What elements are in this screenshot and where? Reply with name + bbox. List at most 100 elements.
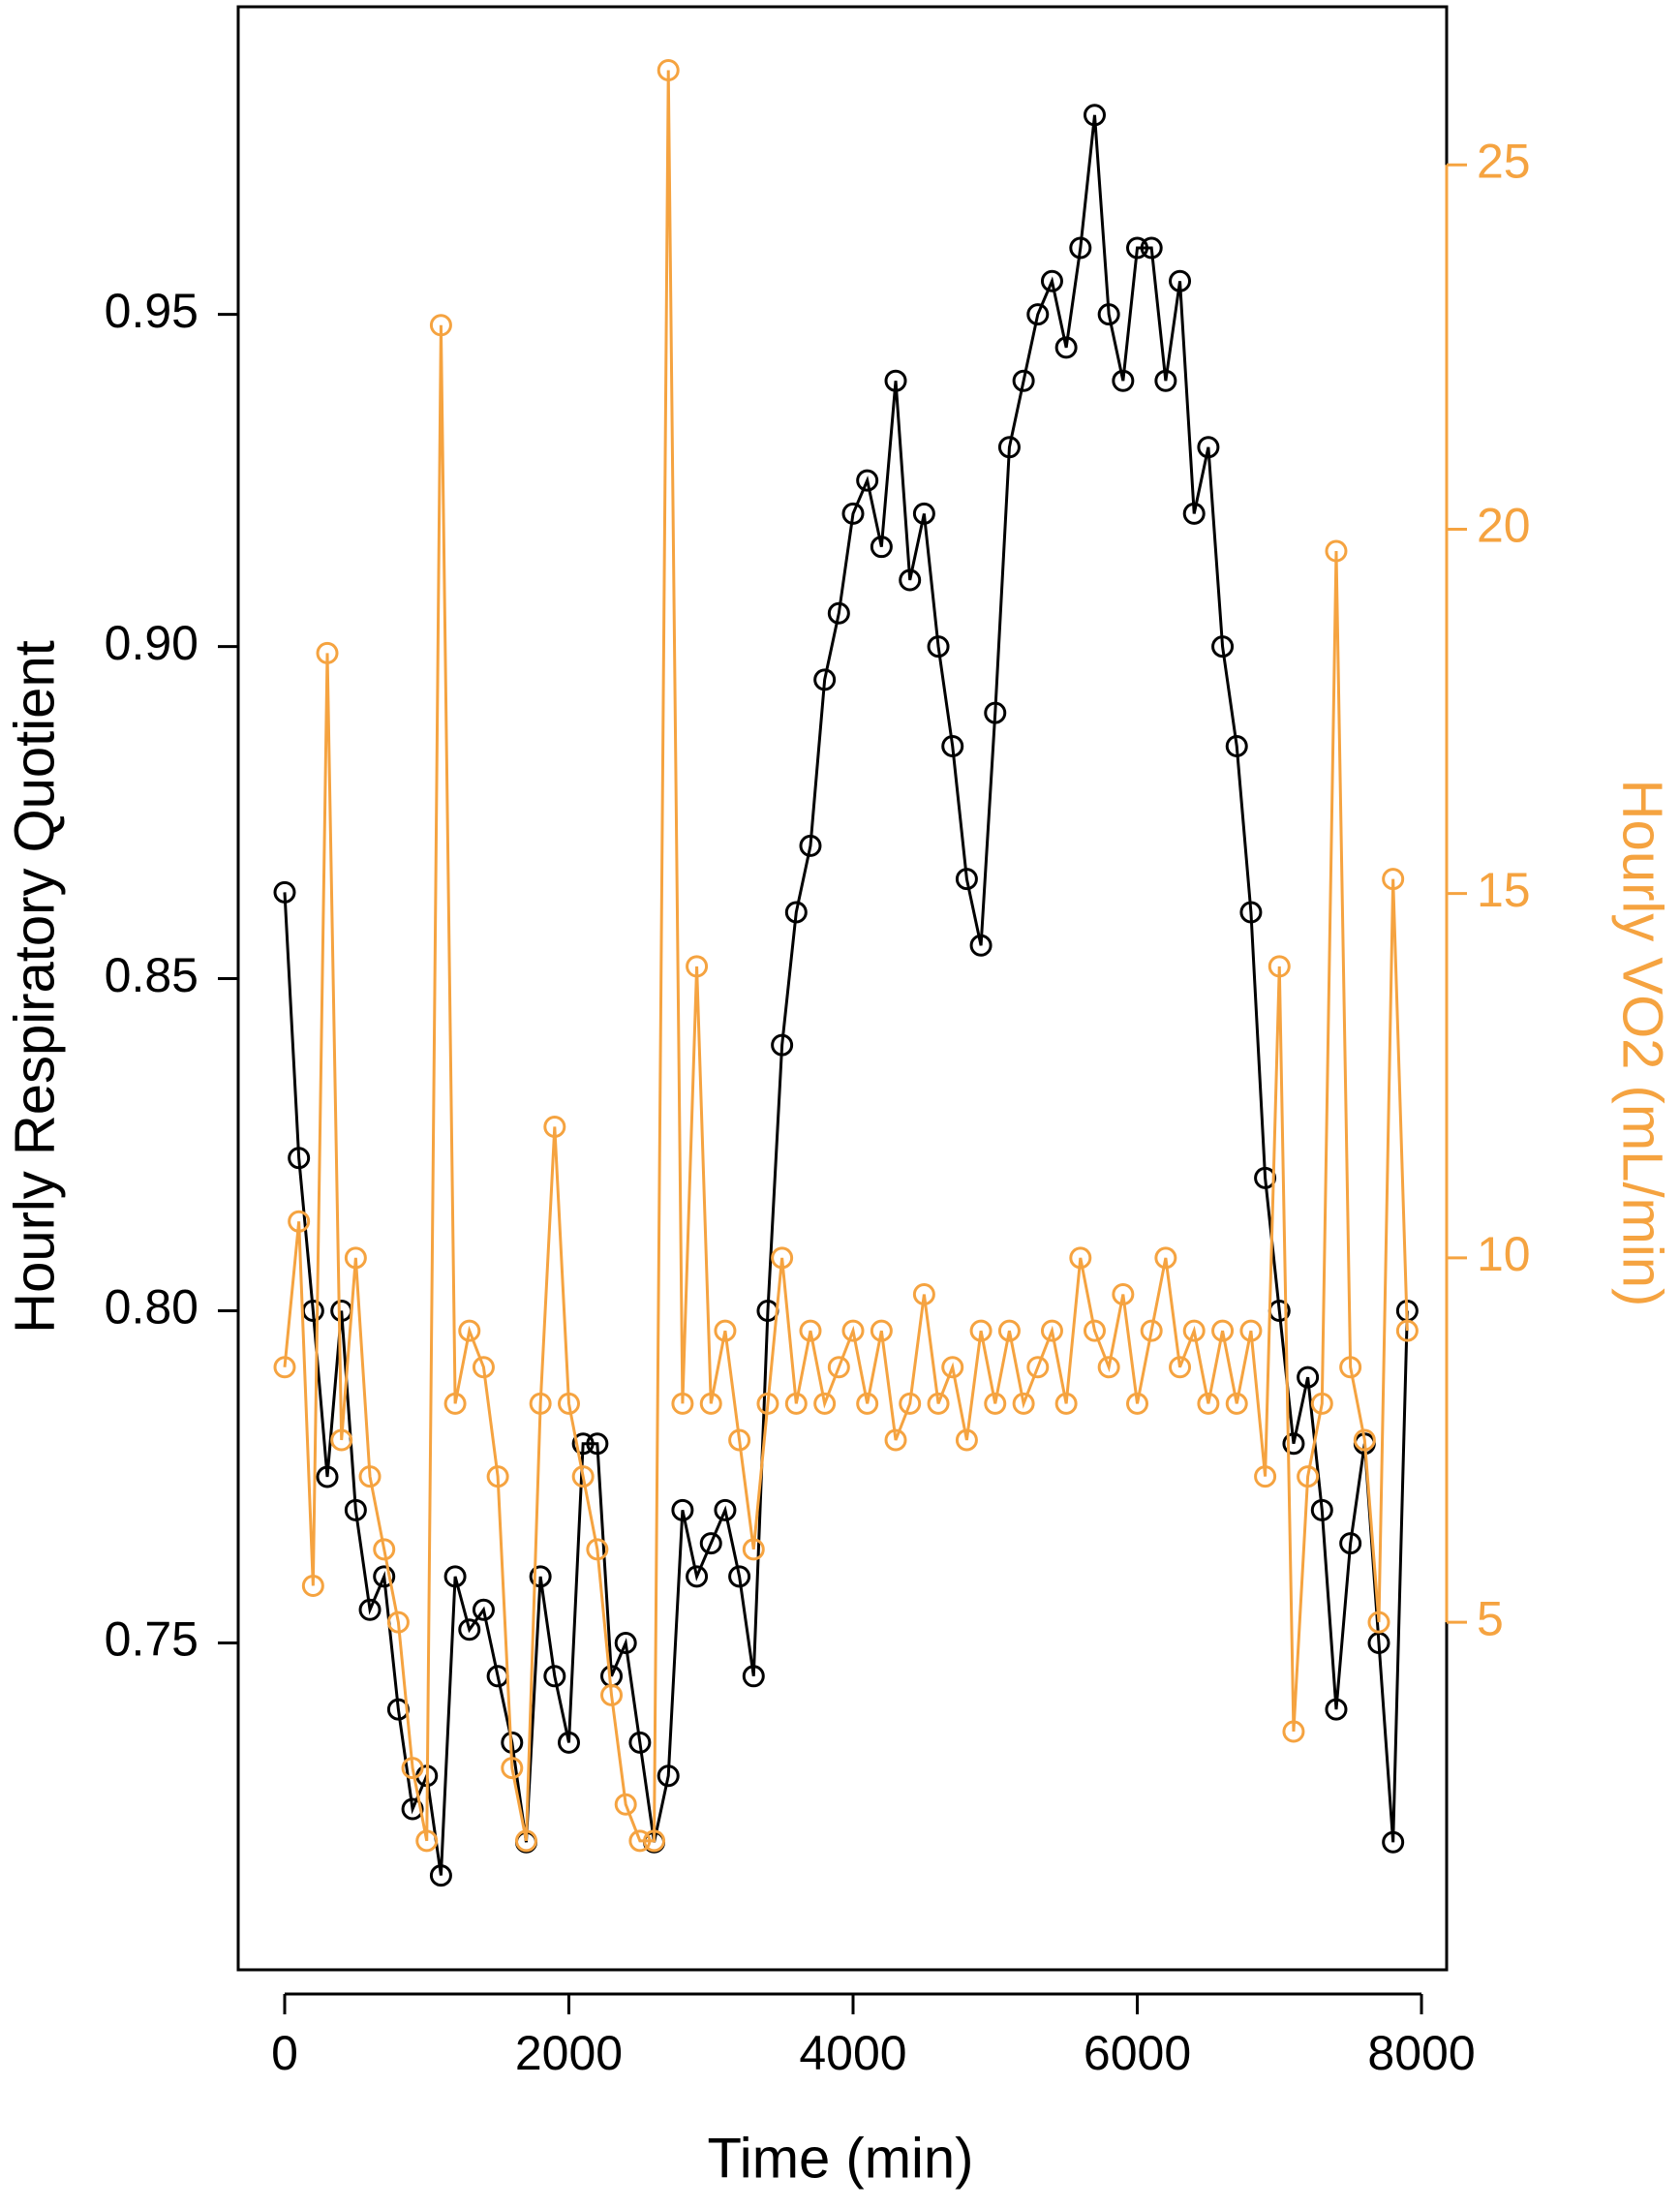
data-point [714,1498,737,1521]
data-point [1182,502,1206,525]
y2-tick-label: 25 [1477,134,1531,188]
data-point [799,834,822,857]
data-point [1012,1392,1035,1415]
data-point [799,1319,822,1342]
data-point [358,1465,382,1488]
data-point [1297,1365,1320,1389]
data-point [1112,369,1135,392]
data-point [1154,369,1177,392]
data-point [429,314,452,337]
data-point [1040,269,1063,292]
data-point [1097,1356,1120,1379]
data-point [1325,1698,1348,1721]
data-point [1140,1319,1163,1342]
data-point [458,1618,481,1641]
y2-tick-label: 10 [1477,1227,1531,1281]
data-point [1054,1392,1078,1415]
data-point [301,1574,324,1597]
data-point [1197,1392,1220,1415]
data-point [813,668,837,691]
data-point [344,1498,367,1521]
data-point [827,601,850,625]
data-point [529,1565,552,1588]
data-point [1239,1319,1263,1342]
data-point [1054,336,1078,359]
data-point [401,1797,424,1821]
data-point [657,58,680,81]
data-point [756,1392,779,1415]
data-point [1126,1392,1149,1415]
data-point [728,1428,751,1452]
data-point [586,1432,609,1456]
data-point [543,1665,566,1688]
data-point [529,1392,552,1415]
data-point [1310,1498,1333,1521]
series-line [283,114,1409,1876]
data-point [884,1428,907,1452]
data-point [984,1392,1007,1415]
data-point [614,1793,637,1816]
data-point [1339,1532,1362,1555]
y-tick-label: 0.90 [105,616,199,670]
data-point [899,1392,922,1415]
data-point [643,1829,666,1853]
data-point [1140,236,1163,260]
y-tick-label: 0.85 [105,948,199,1002]
data-point [1026,303,1050,326]
data-point [1154,1246,1177,1270]
data-point [1112,1283,1135,1306]
data-point [443,1392,467,1415]
data-point [373,1538,396,1561]
data-point [997,1319,1021,1342]
data-point [671,1392,694,1415]
data-point [543,1115,566,1138]
data-point [813,1392,837,1415]
data-point [912,502,935,525]
data-point [771,1246,794,1270]
data-point [316,641,339,664]
data-point [628,1829,652,1853]
data-point [358,1598,382,1621]
data-point [557,1731,580,1754]
data-point [1083,1319,1106,1342]
data-point [288,1210,311,1233]
data-point [841,502,865,525]
data-point [429,1864,452,1887]
data-point [742,1538,765,1561]
data-point [557,1392,580,1415]
data-point [514,1829,537,1853]
data-point [827,1356,850,1379]
data-point [1239,901,1263,924]
data-point [571,1432,595,1456]
data-point [686,955,709,978]
data-point [1339,1356,1362,1379]
data-point [856,469,879,492]
data-point [1325,539,1348,563]
data-point [458,1319,481,1342]
data-point [600,1683,624,1706]
x-tick-label: 8000 [1367,2026,1475,2080]
series-line [283,70,1409,1843]
data-point [1297,1465,1320,1488]
data-point [1197,436,1220,459]
y-tick-label: 0.75 [105,1612,199,1667]
data-point [941,734,964,757]
data-point [1182,1319,1206,1342]
data-point [1083,104,1106,127]
data-point [316,1465,339,1488]
data-point [1169,1356,1192,1379]
data-point [1225,1392,1248,1415]
data-point [501,1757,524,1780]
data-point [1225,734,1248,757]
data-point [955,868,978,891]
data-point [714,1319,737,1342]
y2-tick-label: 5 [1477,1591,1504,1645]
data-point [1395,1319,1419,1342]
data-point [1282,1720,1305,1743]
data-point [586,1538,609,1561]
data-point [941,1356,964,1379]
data-point [1353,1428,1376,1452]
y-tick-label: 0.95 [105,284,199,338]
data-point [1310,1392,1333,1415]
data-point [841,1319,865,1342]
